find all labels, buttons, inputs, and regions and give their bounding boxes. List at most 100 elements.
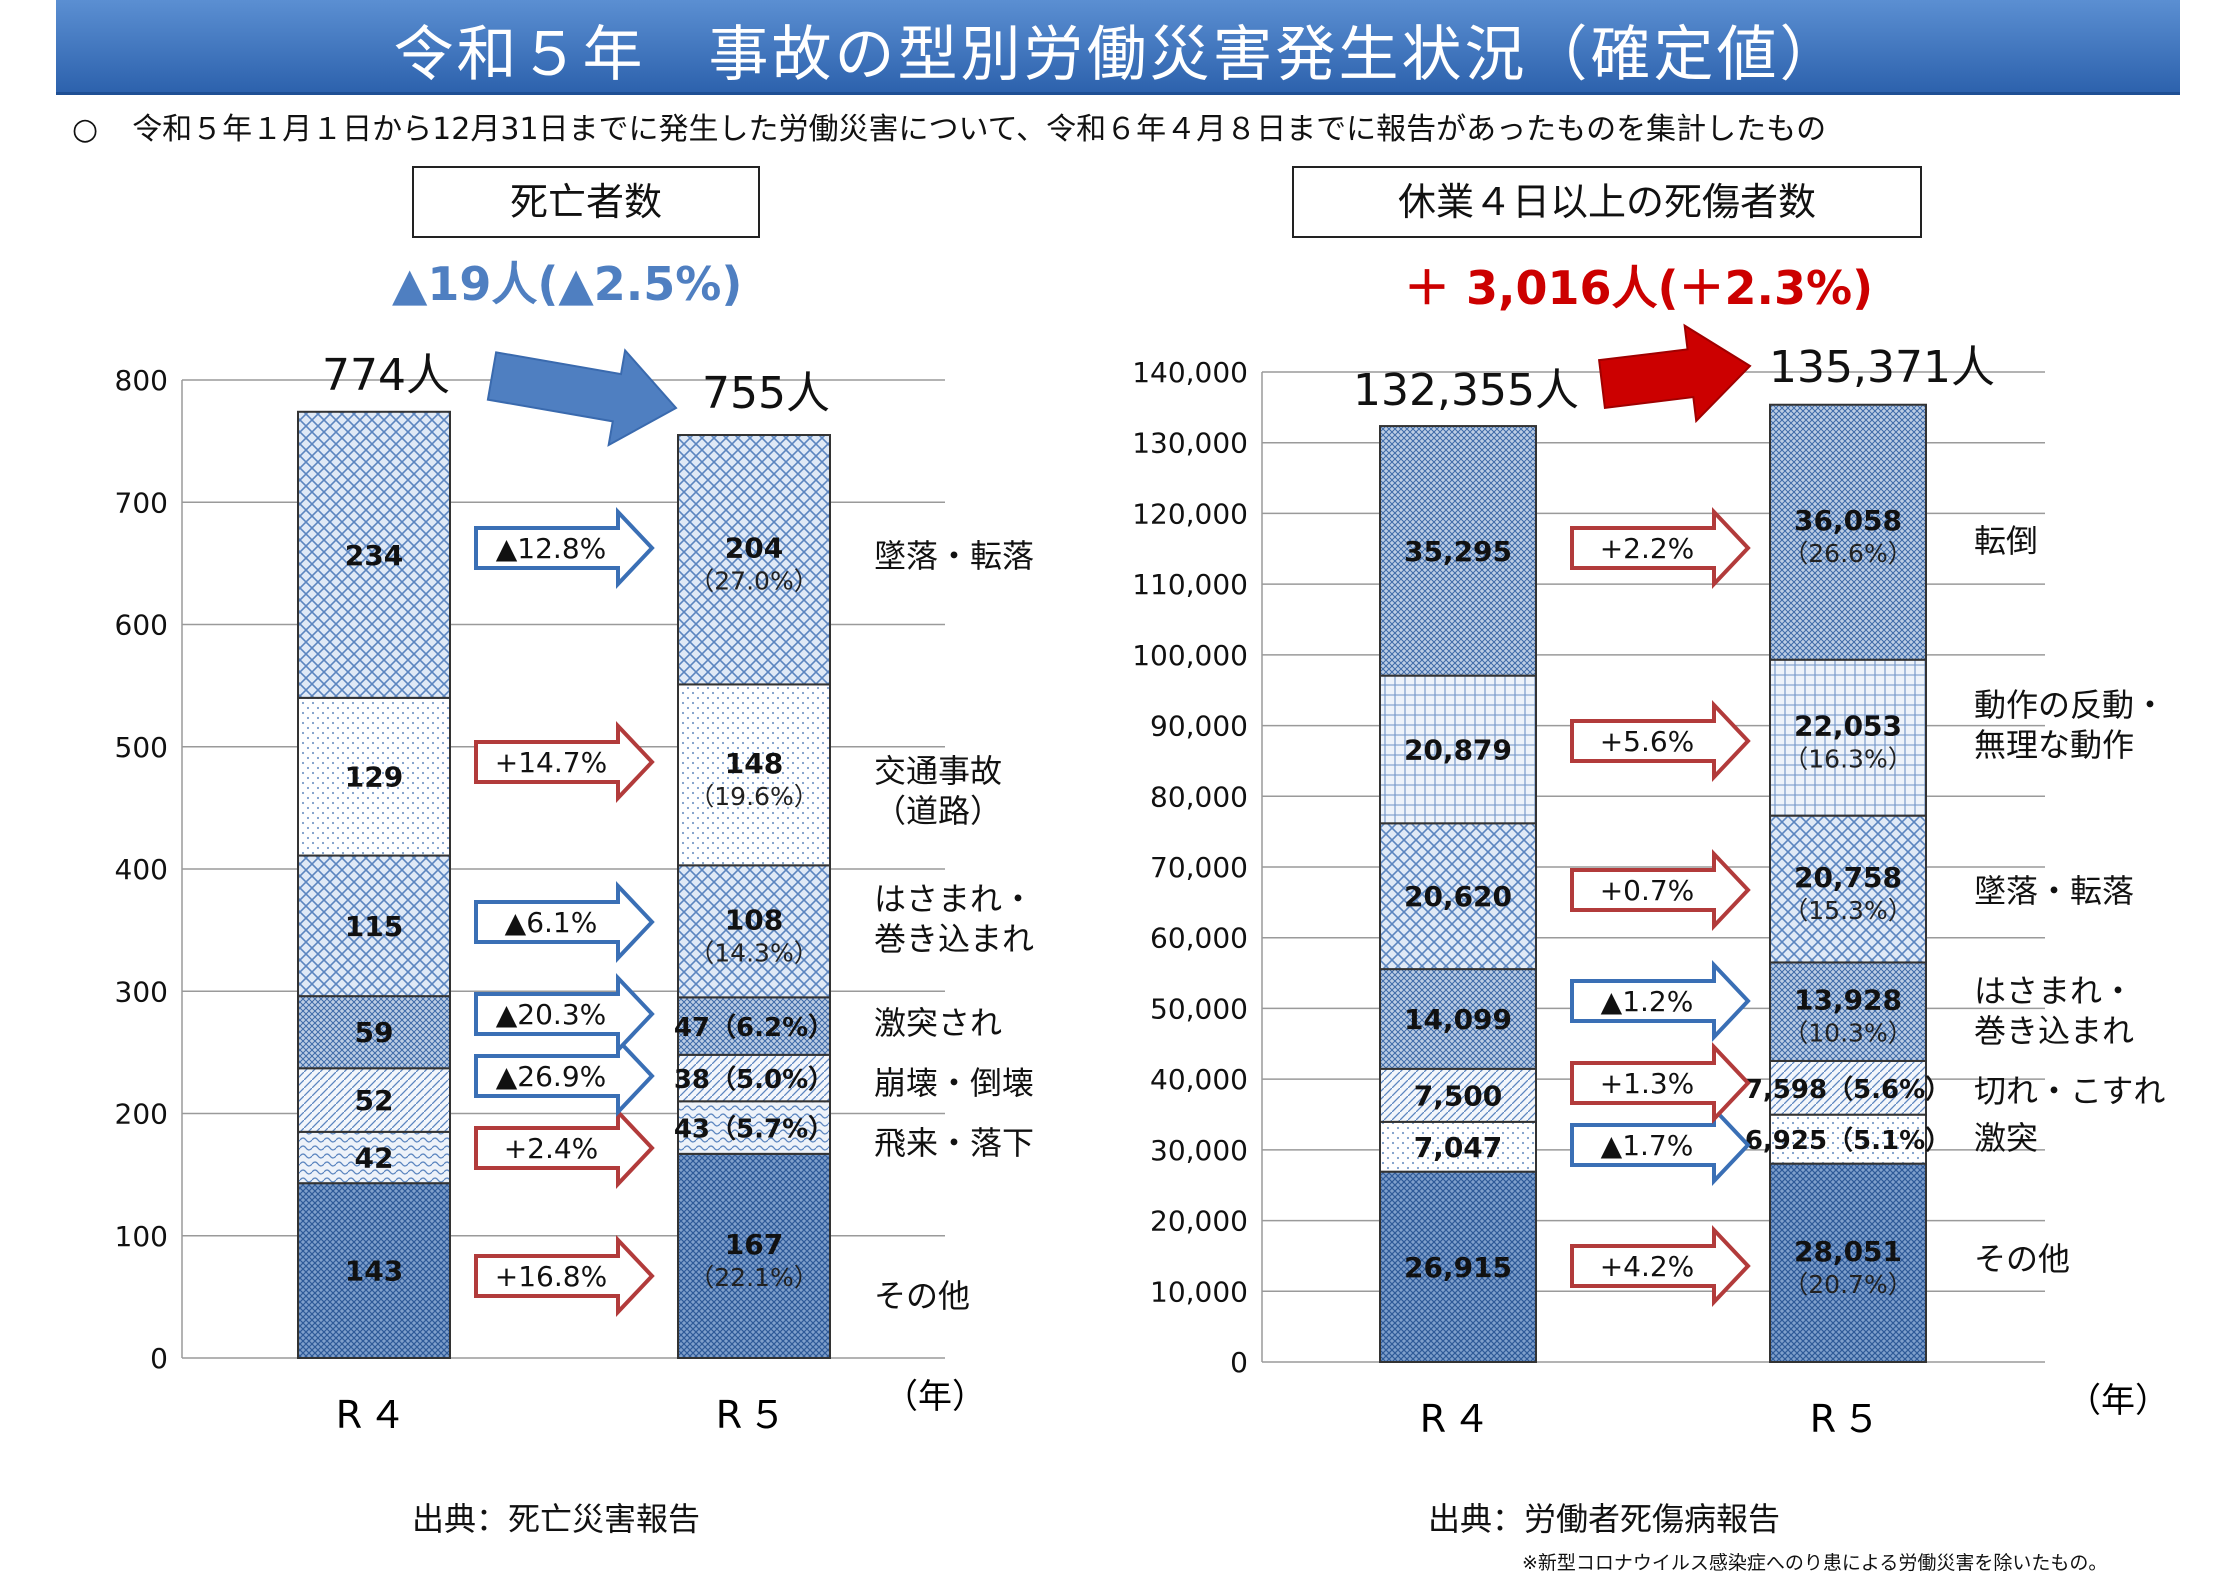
bar-segment-墜落転落: [677, 434, 831, 686]
note-bullet: ○: [72, 112, 99, 147]
change-arrow-up-icon: [1570, 506, 1751, 590]
data-label-r4: 14,099: [1404, 1003, 1512, 1036]
y-tick-label: 140,000: [1132, 356, 1248, 389]
y-tick-label: 100,000: [1132, 639, 1248, 672]
change-arrow-up-icon: [474, 1106, 655, 1190]
data-label-r4: 20,620: [1404, 880, 1512, 913]
note-line: ○ 令和５年１月１日から12月31日までに発生した労働災害について、令和６年４月８…: [72, 104, 1826, 148]
y-tick-label: 400: [115, 853, 168, 886]
bar-segment-交通事故道路: [297, 696, 451, 857]
y-tick-label: 130,000: [1132, 427, 1248, 460]
change-arrow-up-icon: [1570, 1224, 1751, 1308]
series-name-label: 交通事故: [874, 752, 1002, 790]
data-label-r5-pct: （19.6%）: [689, 782, 818, 811]
change-label: ▲26.9%: [496, 1060, 606, 1093]
right-footnote: ※新型コロナウイルス感染症へのり患による労働災害を除いたもの。: [1522, 1552, 2108, 1574]
change-label: +5.6%: [1600, 725, 1695, 758]
data-label-r4: 20,879: [1404, 733, 1512, 766]
y-tick-label: 20,000: [1150, 1205, 1248, 1238]
x-unit-label: （年）: [2067, 1381, 2169, 1421]
title-bar: 令和５年 事故の型別労働災害発生状況（確定値）: [56, 0, 2180, 95]
change-label: +0.7%: [1600, 874, 1695, 907]
data-label-r5: 204: [725, 532, 783, 565]
data-label-r4: 115: [345, 910, 403, 943]
data-label-r5: 43（5.7%）: [674, 1115, 834, 1145]
bar-segment-激突: [1379, 1120, 1537, 1173]
change-label: ▲20.3%: [496, 998, 606, 1031]
series-name-label: 無理な動作: [1974, 726, 2134, 764]
series-name-label: （道路）: [874, 792, 1002, 830]
right-source: 出典：労働者死傷病報告: [1428, 1500, 1781, 1538]
x-unit-label: （年）: [884, 1377, 986, 1417]
bar-segment-はさまれ巻き込まれ: [1769, 961, 1927, 1062]
data-label-r4: 143: [345, 1255, 403, 1288]
change-arrow-down-icon: [474, 880, 655, 964]
series-name-label: 動作の反動・: [1974, 686, 2166, 724]
change-label: +2.4%: [504, 1132, 599, 1165]
x-category-label: R４: [1420, 1397, 1496, 1441]
y-tick-label: 200: [115, 1098, 168, 1131]
bar-segment-その他: [1769, 1162, 1927, 1364]
trend-arrow-icon: [486, 348, 678, 447]
series-name-label: 巻き込まれ: [874, 920, 1034, 958]
x-category-label: R５: [716, 1393, 792, 1437]
left-box-title: 死亡者数: [412, 166, 760, 238]
bar-segment-転倒: [1379, 425, 1537, 677]
change-label: +4.2%: [1600, 1250, 1695, 1283]
series-name-label: その他: [1974, 1240, 2070, 1278]
change-arrow-down-icon: [474, 972, 655, 1056]
bar-segment-はさまれ巻き込まれ: [677, 864, 831, 999]
data-label-r5-pct: （14.3%）: [689, 938, 818, 967]
data-label-r5: 20,758: [1794, 861, 1902, 894]
note-text: 令和５年１月１日から12月31日までに発生した労働災害について、令和６年４月８日…: [132, 112, 1827, 147]
bar-segment-飛来落下: [297, 1130, 451, 1185]
data-label-r5: 7,598（5.6%）: [1745, 1075, 1951, 1105]
series-name-label: 巻き込まれ: [1974, 1012, 2134, 1050]
y-tick-label: 100: [115, 1220, 168, 1253]
total-label-r4: 132,355人: [1353, 365, 1579, 416]
data-label-r5: 148: [725, 747, 783, 780]
data-label-r5-pct: （22.1%）: [689, 1263, 818, 1292]
data-label-r5: 28,051: [1794, 1235, 1902, 1268]
total-label-r5: 755人: [702, 368, 830, 419]
bar-segment-墜落転落: [297, 410, 451, 699]
data-label-r5: 6,925（5.1%）: [1745, 1126, 1951, 1156]
y-tick-label: 800: [115, 364, 168, 397]
series-name-label: 激突され: [874, 1004, 1002, 1042]
y-tick-label: 50,000: [1150, 992, 1248, 1025]
data-label-r5-pct: （10.3%）: [1783, 1019, 1912, 1048]
data-label-r4: 7,047: [1414, 1131, 1503, 1164]
bar-segment-はさまれ巻き込まれ: [1379, 968, 1537, 1070]
page-title: 令和５年 事故の型別労働災害発生状況（確定値）: [393, 20, 1843, 90]
y-tick-label: 300: [115, 975, 168, 1008]
series-name-label: その他: [874, 1277, 970, 1315]
series-name-label: 激突: [1974, 1119, 2038, 1157]
data-label-r4: 129: [345, 761, 403, 794]
data-label-r5: 22,053: [1794, 710, 1902, 743]
change-label: ▲12.8%: [496, 532, 606, 565]
bar-segment-激突され: [677, 996, 831, 1056]
data-label-r4: 35,295: [1404, 535, 1512, 568]
x-category-label: R４: [336, 1393, 412, 1437]
y-tick-label: 70,000: [1150, 851, 1248, 884]
series-name-label: 飛来・落下: [874, 1124, 1034, 1162]
y-tick-label: 90,000: [1150, 710, 1248, 743]
data-label-r5: 167: [725, 1228, 783, 1261]
change-label: +2.2%: [1600, 532, 1695, 565]
data-label-r5: 13,928: [1794, 984, 1902, 1017]
series-name-label: 切れ・こすれ: [1974, 1072, 2165, 1110]
series-name-label: 転倒: [1974, 522, 2038, 560]
change-label: +14.7%: [495, 746, 607, 779]
y-tick-label: 700: [115, 486, 168, 519]
y-tick-label: 0: [150, 1342, 168, 1375]
series-name-label: はさまれ・: [1974, 972, 2134, 1010]
bar-segment-墜落転落: [1769, 814, 1927, 964]
right-delta: ＋ 3,016人(＋2.3%): [1404, 261, 1874, 315]
change-arrow-up-icon: [474, 1234, 655, 1318]
data-label-r5-pct: （27.0%）: [689, 567, 818, 596]
data-label-r5: 47（6.2%）: [674, 1013, 834, 1043]
change-arrow-up-icon: [1570, 848, 1751, 932]
change-arrow-down-icon: [1570, 959, 1751, 1043]
data-label-r5-pct: （20.7%）: [1783, 1270, 1912, 1299]
